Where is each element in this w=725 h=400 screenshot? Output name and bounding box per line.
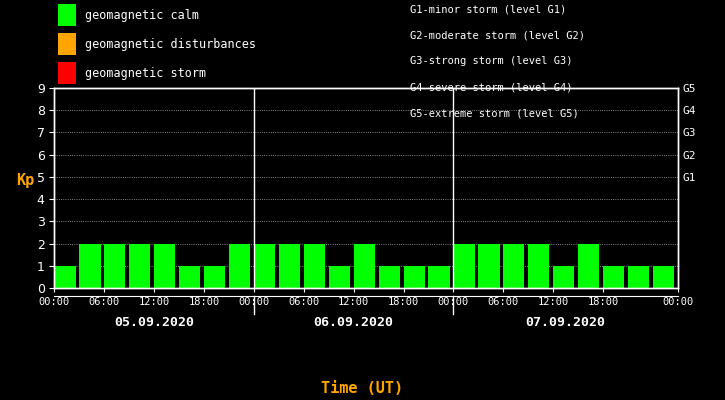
Text: 07.09.2020: 07.09.2020 <box>526 316 605 329</box>
Bar <box>328 266 350 288</box>
Y-axis label: Kp: Kp <box>17 173 35 188</box>
Bar <box>204 266 225 288</box>
Bar <box>229 244 250 288</box>
Bar <box>104 244 125 288</box>
Text: G5-extreme storm (level G5): G5-extreme storm (level G5) <box>410 108 579 118</box>
Bar <box>428 266 450 288</box>
Bar <box>404 266 425 288</box>
Bar <box>354 244 375 288</box>
Bar <box>279 244 300 288</box>
Bar <box>254 244 275 288</box>
Bar <box>79 244 101 288</box>
Text: G1-minor storm (level G1): G1-minor storm (level G1) <box>410 4 566 14</box>
Bar <box>304 244 325 288</box>
Bar <box>653 266 674 288</box>
Text: G4-severe storm (level G4): G4-severe storm (level G4) <box>410 82 572 92</box>
Bar <box>378 266 399 288</box>
Bar <box>678 244 699 288</box>
Bar <box>503 244 524 288</box>
Bar <box>529 244 550 288</box>
Bar <box>154 244 175 288</box>
Text: geomagnetic storm: geomagnetic storm <box>85 66 206 80</box>
Text: 06.09.2020: 06.09.2020 <box>314 316 394 329</box>
Bar <box>129 244 150 288</box>
Bar <box>54 266 75 288</box>
Bar <box>179 266 200 288</box>
Text: geomagnetic disturbances: geomagnetic disturbances <box>85 38 256 51</box>
Text: Time (UT): Time (UT) <box>321 381 404 396</box>
Text: G2-moderate storm (level G2): G2-moderate storm (level G2) <box>410 30 585 40</box>
Text: 05.09.2020: 05.09.2020 <box>114 316 194 329</box>
Bar <box>578 244 600 288</box>
Bar <box>553 266 574 288</box>
Bar <box>603 266 624 288</box>
Bar <box>453 244 475 288</box>
Text: geomagnetic calm: geomagnetic calm <box>85 9 199 22</box>
Bar <box>478 244 500 288</box>
Text: G3-strong storm (level G3): G3-strong storm (level G3) <box>410 56 572 66</box>
Bar <box>628 266 649 288</box>
